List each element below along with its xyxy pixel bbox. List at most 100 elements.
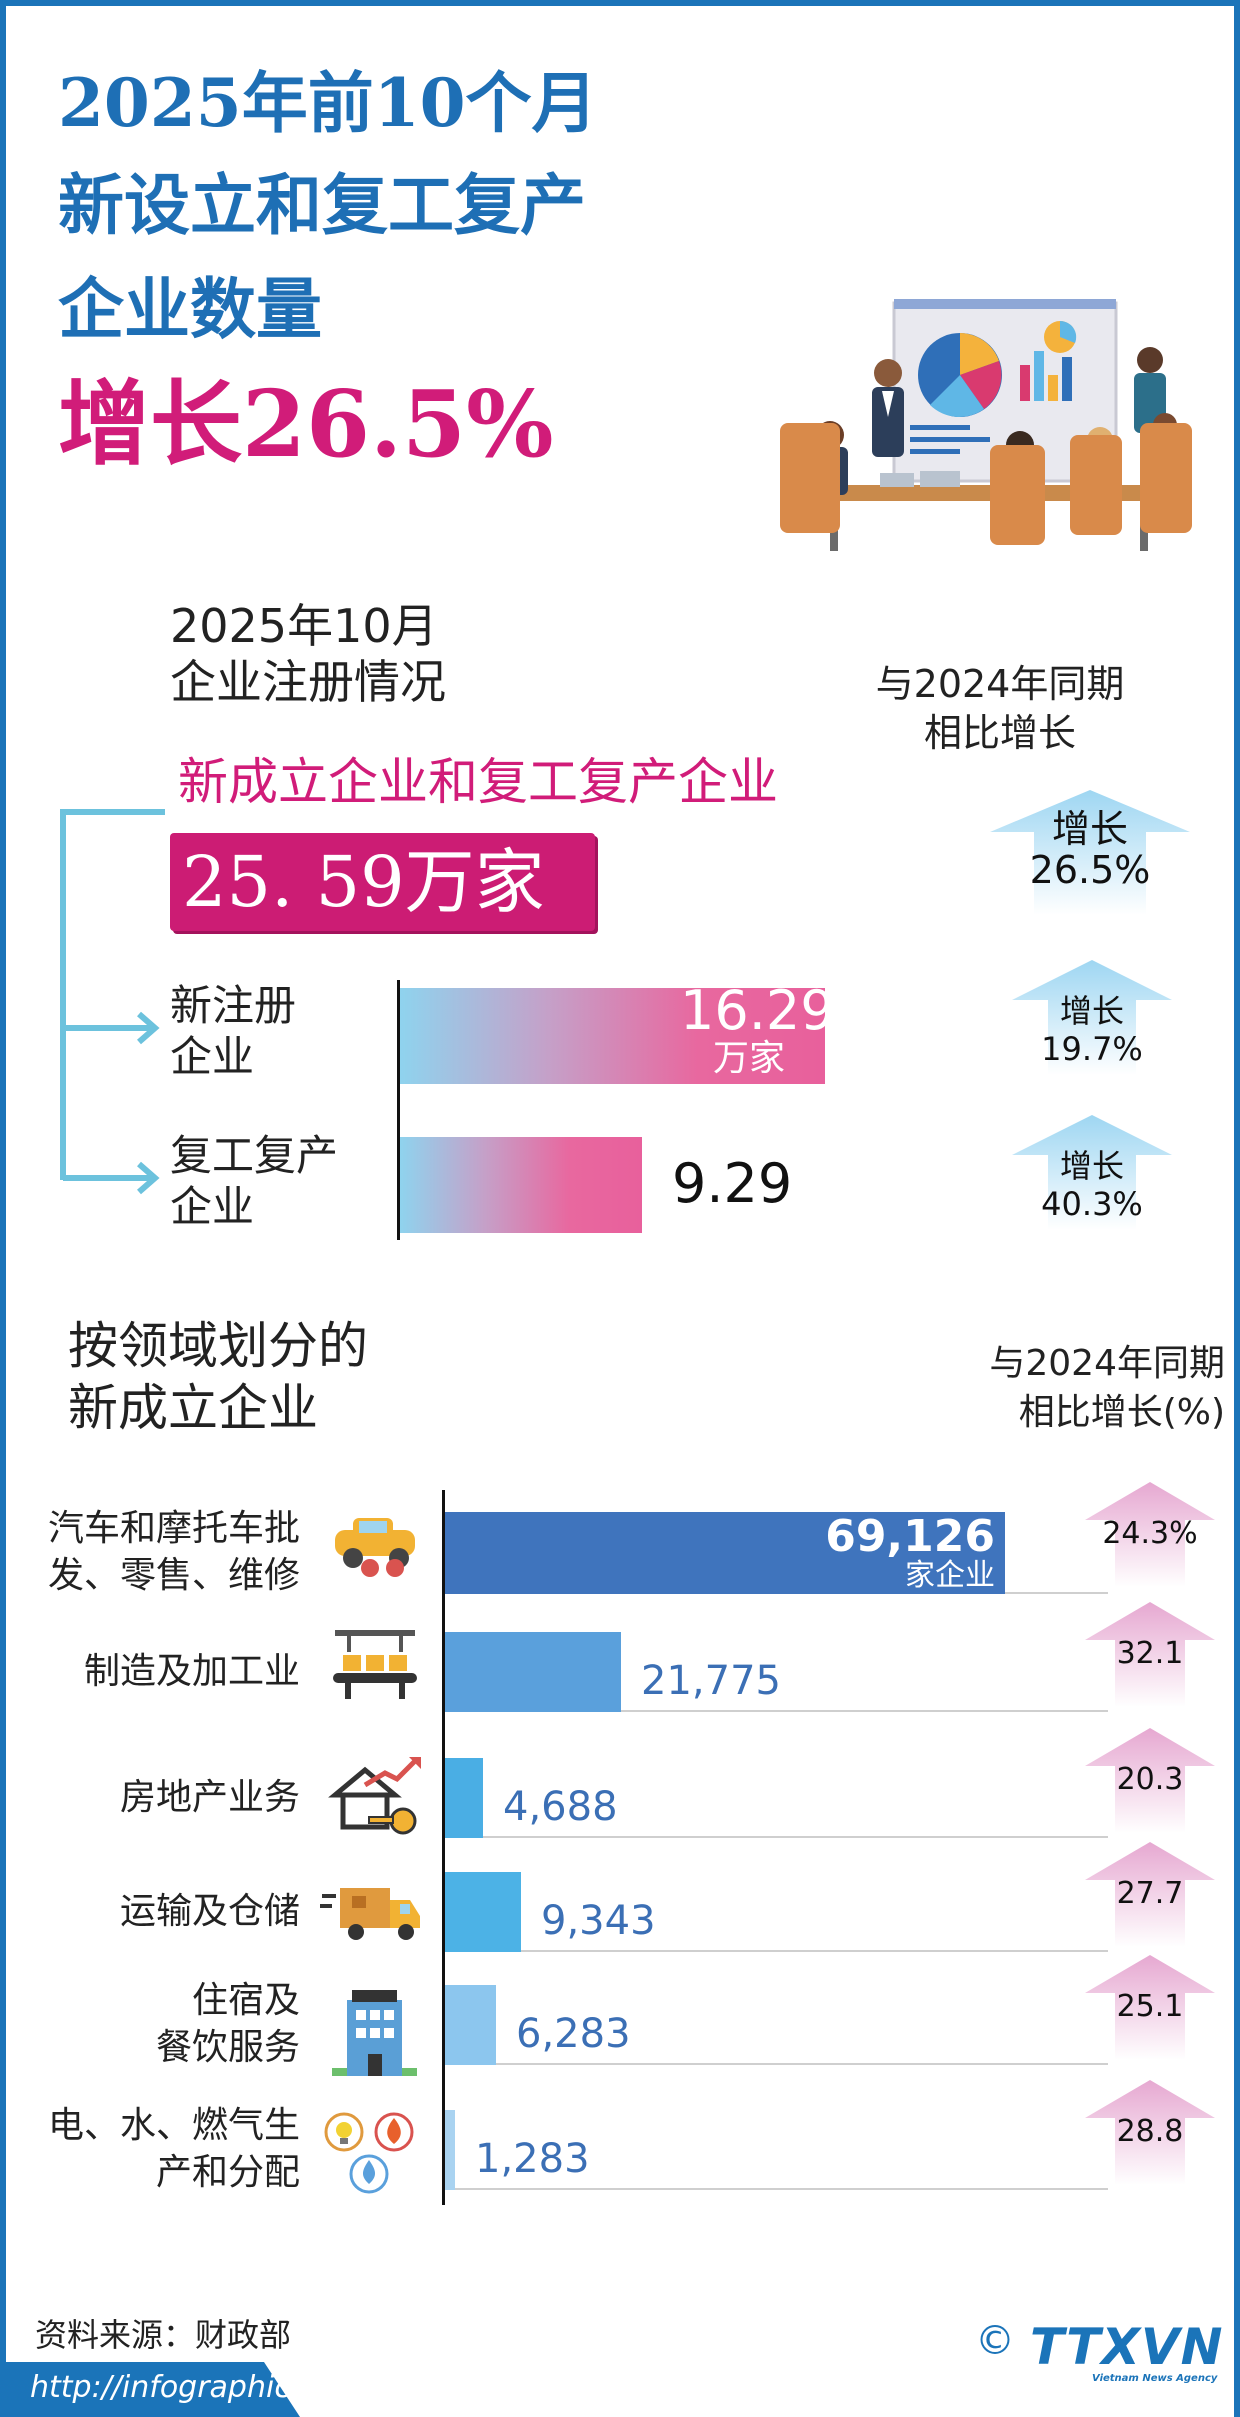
sector-bar — [445, 1985, 496, 2065]
sectors-compare-line-2: 相比增长(%) — [1018, 1391, 1225, 1433]
title-line-2: 新设立和复工复产 — [58, 166, 586, 244]
sector-guide-line — [445, 2188, 1108, 2190]
sector-growth-value: 27.7 — [1116, 1876, 1184, 1911]
sector-category-label-line: 汽车和摩托车批 — [47, 1508, 300, 1549]
new-registration-growth-label: 增长 — [1059, 992, 1124, 1030]
sector-guide-line — [445, 1950, 1108, 1952]
sector-growth-value: 32.1 — [1116, 1636, 1184, 1671]
sector-growth-arrow: 27.7 — [1085, 1842, 1215, 1947]
new-registration-label-line-2: 企业 — [170, 1032, 255, 1082]
sector-growth-value: 25.1 — [1116, 1989, 1184, 2024]
resume-operation-label: 复工复产 企业 — [170, 1130, 338, 1232]
meeting-illustration — [770, 295, 1200, 570]
sector-value-label: 6,283 — [508, 2011, 639, 2057]
sector-value-label: 1,283 — [467, 2136, 598, 2182]
new-registration-bar — [400, 988, 825, 1084]
registration-subtitle: 新成立企业和复工复产企业 — [178, 753, 778, 811]
sector-growth-arrow: 20.3 — [1085, 1728, 1215, 1833]
car-motorbike-icon — [325, 1510, 425, 1580]
resume-operation-bar — [400, 1137, 642, 1233]
sector-category-label-line: 电、水、燃气生 — [47, 2105, 300, 2146]
utilities-bulb-flame-water-icon — [322, 2110, 422, 2200]
manufacturing-conveyor-icon — [325, 1625, 425, 1705]
sector-value-unit: 家企业 — [905, 1558, 995, 1594]
hotel-building-icon — [332, 1988, 417, 2078]
resume-operation-label-line-2: 企业 — [170, 1182, 255, 1232]
compare-header-line-2: 相比增长 — [923, 711, 1076, 756]
sector-bar — [445, 1632, 621, 1712]
sector-category-label-line: 产和分配 — [155, 2151, 300, 2193]
sector-value-label: 4,688 — [495, 1784, 626, 1830]
sectors-compare-header: 与2024年同期 相比增长(%) — [950, 1340, 1225, 1437]
footer-url-bar — [0, 2362, 300, 2417]
resume-operation-growth-arrow: 增长 40.3% — [1012, 1115, 1172, 1230]
sector-category-label-line: 运输及仓储 — [119, 1890, 300, 1932]
sector-growth-value: 28.8 — [1116, 2114, 1184, 2149]
total-growth-arrow: 增长 26.5% — [990, 790, 1190, 915]
new-registration-growth-value: 19.7% — [1041, 1030, 1143, 1068]
sector-axis — [442, 1490, 445, 2205]
source-text: 资料来源：财政部 — [35, 2316, 292, 2354]
title-line-1: 2025年前10个月 — [58, 64, 598, 142]
resume-operation-label-line-1: 复工复产 — [170, 1131, 339, 1180]
total-value-box: 25. 59万家 — [170, 833, 595, 931]
title-line-3: 企业数量 — [58, 270, 322, 348]
sector-category-label-line: 发、零售、维修 — [47, 1554, 300, 1596]
ttxvn-logo-subtitle: Vietnam News Agency — [1092, 2373, 1218, 2384]
sector-growth-arrow: 32.1 — [1085, 1602, 1215, 1707]
compare-header-line-1: 与2024年同期 — [875, 662, 1125, 706]
sector-guide-line — [445, 1836, 1108, 1838]
sector-guide-line — [445, 2063, 1108, 2065]
ttxvn-logo: TTXVN — [1030, 2318, 1224, 2376]
new-registration-value: 16.29 — [680, 979, 835, 1042]
registration-axis — [397, 980, 400, 1240]
sector-category-label: 制造及加工业 — [84, 1649, 300, 1696]
sectors-title-line-1: 按领域划分的 — [68, 1317, 368, 1375]
sector-category-label-line: 餐饮服务 — [155, 2026, 300, 2068]
sector-bar — [445, 2110, 455, 2190]
bracket-connector — [55, 800, 165, 1200]
sector-growth-arrow: 28.8 — [1085, 2080, 1215, 2185]
total-value: 25. 59万家 — [182, 841, 545, 923]
registration-title-line-1: 2025年10月 — [170, 599, 438, 653]
copyright-symbol: © — [975, 2318, 1015, 2364]
sector-category-label: 汽车和摩托车批 发、零售、维修 — [48, 1506, 300, 1600]
sector-category-label: 电、水、燃气生产和分配 — [48, 2103, 300, 2197]
sector-category-label-line: 房地产业务 — [119, 1776, 300, 1818]
sector-bar — [445, 1512, 1005, 1594]
sector-growth-value: 24.3% — [1102, 1516, 1198, 1551]
new-registration-label: 新注册 企业 — [170, 980, 296, 1082]
title-growth: 增长26.5% — [58, 370, 554, 478]
resume-operation-growth-label: 增长 — [1059, 1147, 1124, 1185]
new-registration-growth-arrow: 增长 19.7% — [1012, 960, 1172, 1075]
sectors-title-line-2: 新成立企业 — [68, 1379, 318, 1437]
sector-bar — [445, 1758, 483, 1838]
sector-category-label-line: 制造及加工业 — [83, 1650, 300, 1692]
footer-url[interactable]: http://infographics.vn — [30, 2370, 353, 2405]
sector-growth-arrow: 24.3% — [1085, 1482, 1215, 1587]
registration-compare-header: 与2024年同期 相比增长 — [845, 660, 1155, 759]
sector-value-label: 21,775 — [633, 1658, 789, 1704]
registration-title-line-2: 企业注册情况 — [170, 655, 446, 709]
transport-truck-icon — [320, 1880, 425, 1950]
total-growth-value: 26.5% — [1029, 848, 1151, 892]
sector-bar — [445, 1872, 521, 1952]
sectors-compare-line-1: 与2024年同期 — [989, 1343, 1225, 1384]
new-registration-label-line-1: 新注册 — [170, 981, 297, 1030]
sector-category-label: 住宿及 餐饮服务 — [156, 1978, 300, 2072]
resume-operation-value: 9.29 — [672, 1152, 793, 1215]
sector-guide-line — [445, 1710, 1108, 1712]
new-registration-value-group: 16.29 万家 — [680, 979, 835, 1079]
new-registration-unit: 万家 — [712, 1037, 785, 1079]
sector-value-label: 69,126 家企业 — [785, 1511, 995, 1594]
sector-category-label: 运输及仓储 — [120, 1889, 300, 1936]
resume-operation-growth-value: 40.3% — [1041, 1185, 1143, 1223]
sector-growth-arrow: 25.1 — [1085, 1955, 1215, 2060]
sector-growth-value: 20.3 — [1116, 1762, 1184, 1797]
sector-value-label: 9,343 — [533, 1898, 664, 1944]
real-estate-house-key-icon — [325, 1755, 425, 1840]
total-growth-label: 增长 — [1051, 807, 1128, 851]
sector-category-label: 房地产业务 — [120, 1775, 300, 1822]
sector-value-number: 69,126 — [825, 1511, 995, 1562]
